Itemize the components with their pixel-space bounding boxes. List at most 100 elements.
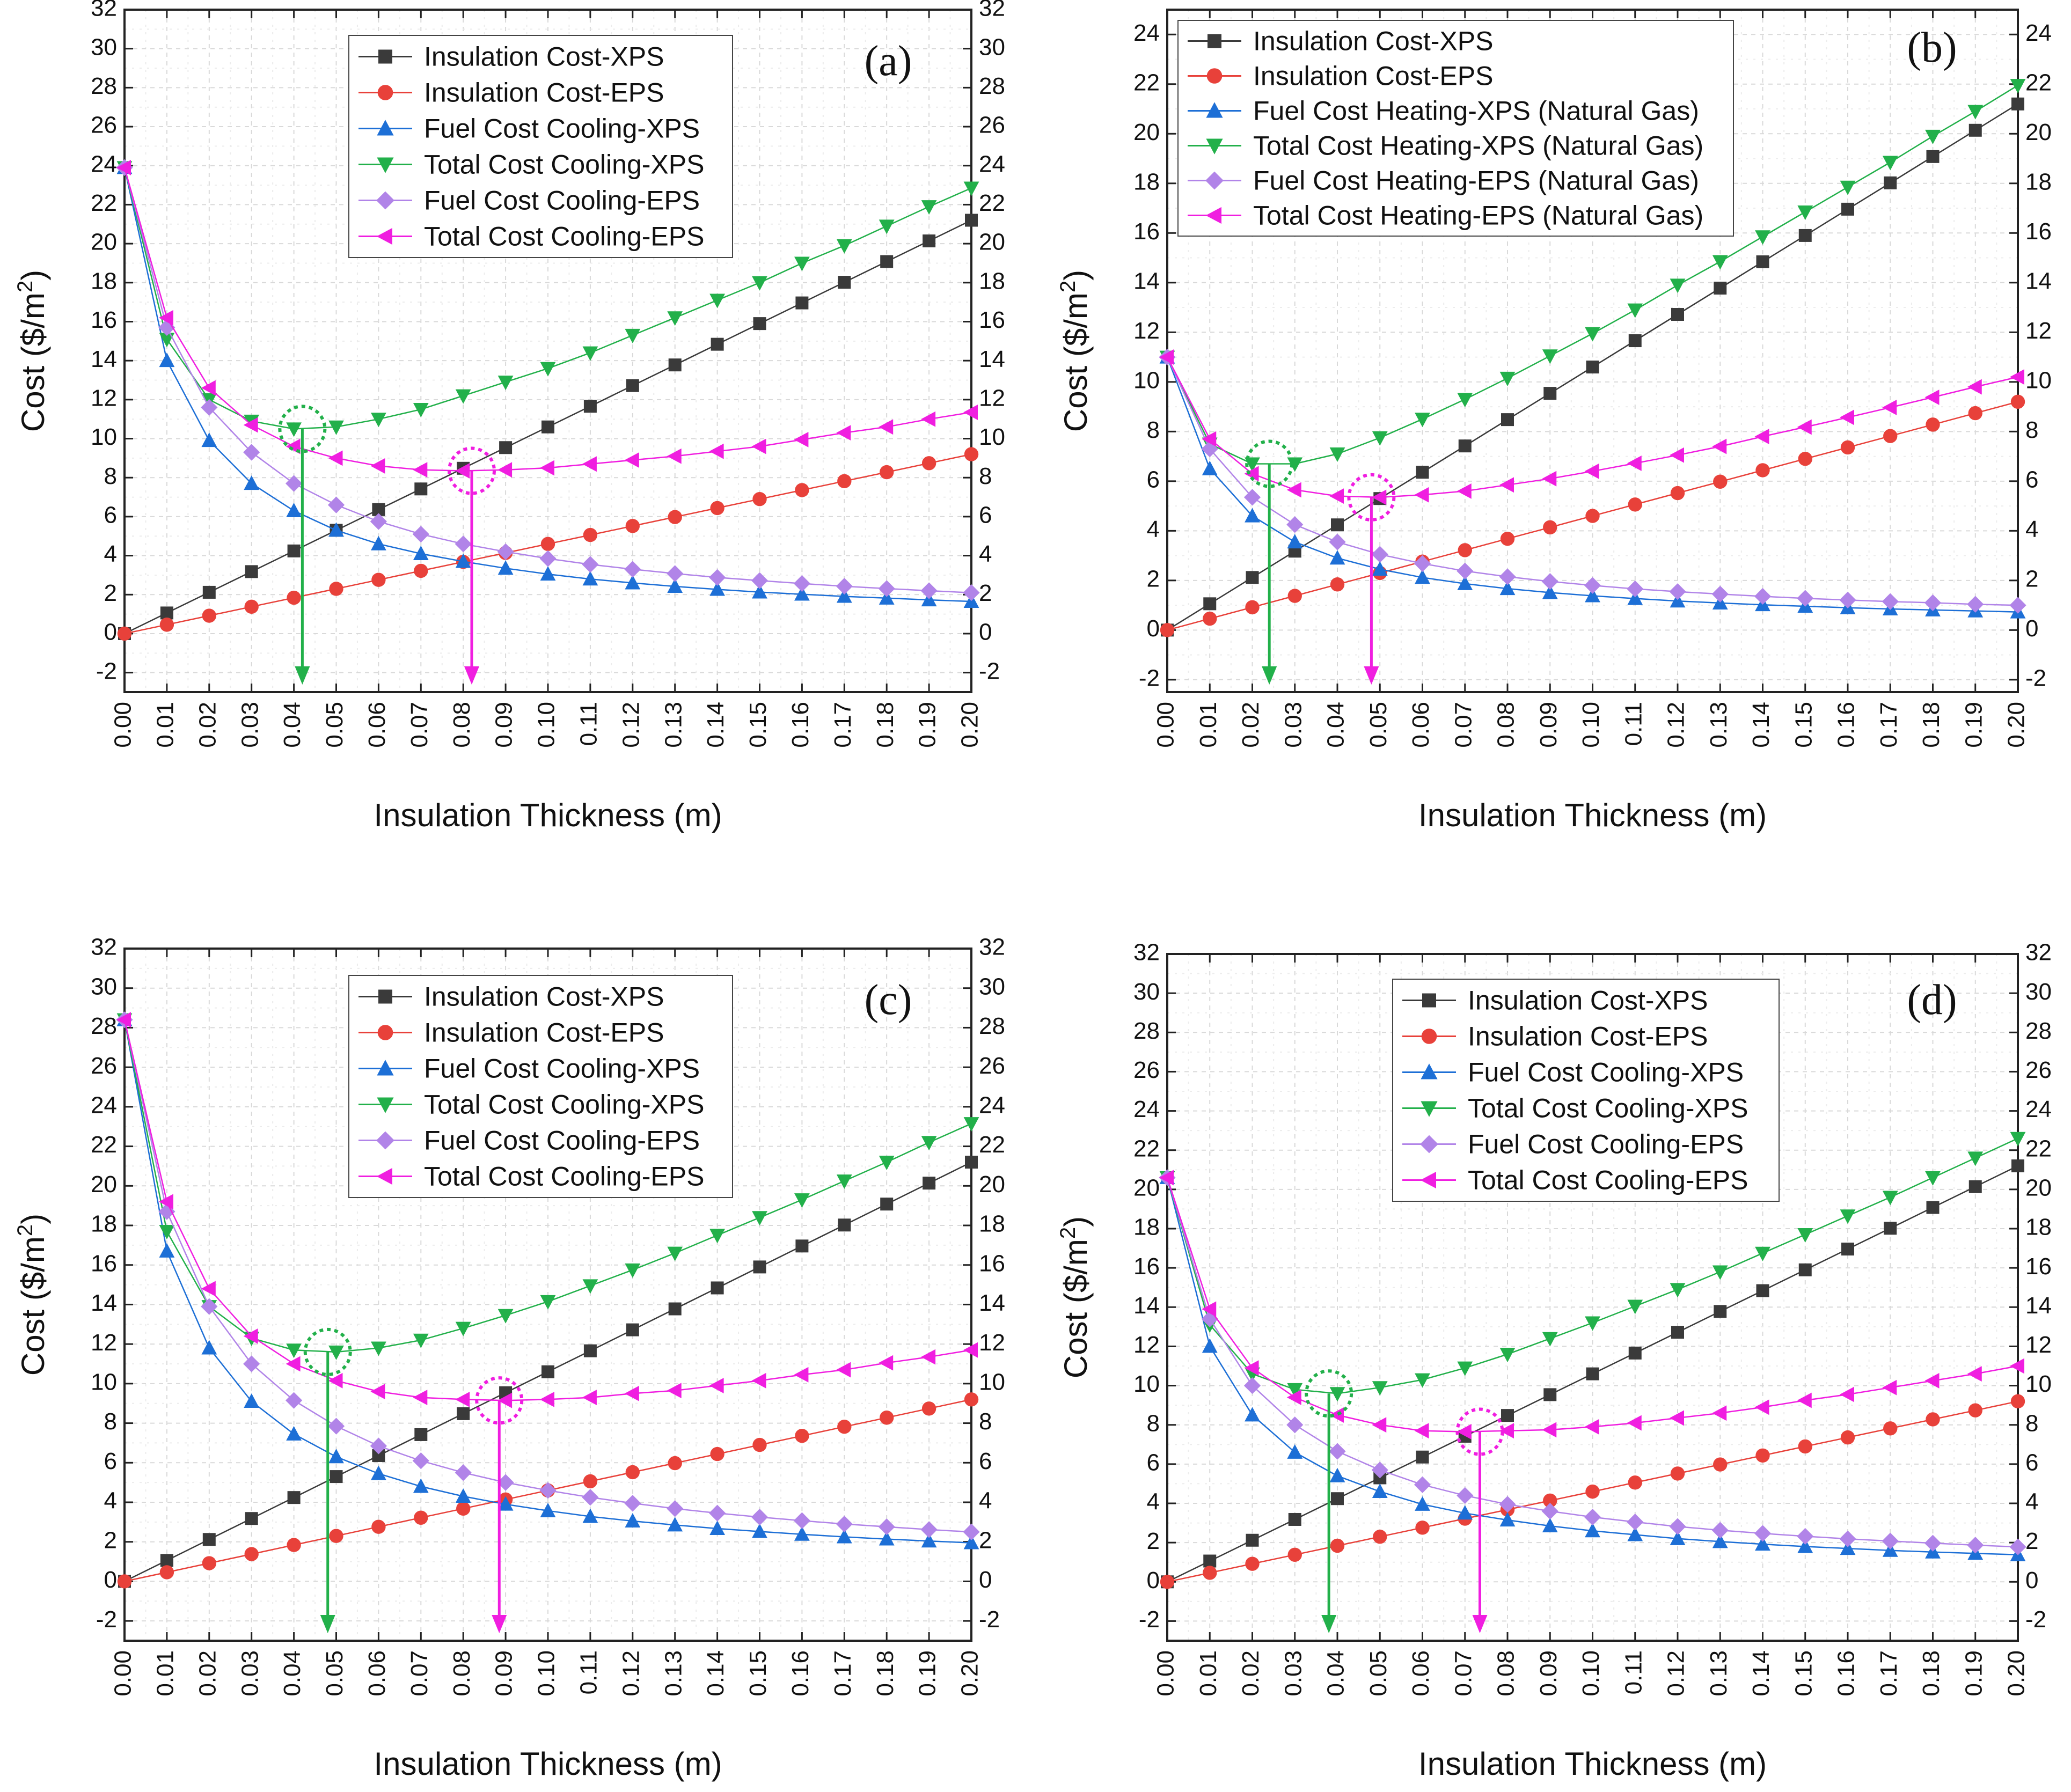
data-point xyxy=(1884,176,1897,189)
data-point xyxy=(1712,1533,1728,1548)
optimum-arrow-head xyxy=(1472,1615,1488,1633)
x-tick-label: 0.02 xyxy=(194,1650,221,1696)
legend-swatch-marker xyxy=(376,1167,392,1185)
y-tick-label-left: 16 xyxy=(91,307,117,333)
x-tick-label: 0.12 xyxy=(618,1650,644,1696)
y-tick-label-left: 26 xyxy=(1133,1057,1160,1083)
data-point xyxy=(1754,1399,1769,1415)
data-point xyxy=(878,1518,895,1536)
y-tick-label-right: 8 xyxy=(979,1408,992,1435)
data-point xyxy=(794,1193,810,1208)
data-point xyxy=(921,411,936,427)
data-point xyxy=(2011,97,2024,111)
data-point xyxy=(287,590,301,605)
data-point xyxy=(1329,1387,1345,1402)
data-point xyxy=(1968,1403,1982,1418)
data-point xyxy=(414,482,428,496)
data-point xyxy=(582,1489,599,1506)
data-point xyxy=(625,575,641,590)
data-point xyxy=(921,1349,936,1365)
data-point xyxy=(920,582,938,599)
legend-label: Total Cost Cooling-XPS xyxy=(424,150,704,180)
data-point xyxy=(1839,591,1856,608)
data-point xyxy=(1754,429,1769,444)
y-tick-label-left: 24 xyxy=(91,1092,117,1118)
x-tick-label: 0.18 xyxy=(872,702,898,748)
data-point xyxy=(1243,489,1261,506)
x-tick-label: 0.01 xyxy=(1195,1650,1221,1696)
data-point xyxy=(1712,438,1727,454)
data-point xyxy=(1711,1522,1729,1539)
x-tick-label: 0.12 xyxy=(618,702,644,748)
data-point xyxy=(1286,482,1301,498)
data-point xyxy=(1926,1412,1940,1427)
y-tick-label-right: 4 xyxy=(2025,516,2038,542)
data-point xyxy=(1415,1373,1430,1388)
panel-label: (a) xyxy=(865,38,912,85)
y-tick-label-right: 10 xyxy=(979,1369,1005,1395)
x-axis-title: Insulation Thickness (m) xyxy=(1418,797,1767,833)
data-point xyxy=(1329,550,1345,565)
y-tick-label-right: 28 xyxy=(2025,1018,2052,1044)
legend-swatch-marker xyxy=(1205,207,1221,224)
data-point xyxy=(413,1333,429,1348)
data-point xyxy=(751,572,769,589)
data-point xyxy=(159,1225,175,1240)
y-tick-label-left: 22 xyxy=(1133,69,1160,96)
data-point xyxy=(1798,452,1812,466)
x-tick-label: 0.15 xyxy=(1790,1650,1817,1696)
data-point xyxy=(921,456,936,471)
legend-label: Total Cost Cooling-EPS xyxy=(1468,1165,1748,1195)
data-point xyxy=(1798,1439,1812,1454)
x-tick-label: 0.20 xyxy=(2003,1650,2030,1696)
x-tick-label: 0.20 xyxy=(957,702,983,748)
y-tick-label-left: 6 xyxy=(104,502,117,528)
series-1 xyxy=(118,1156,978,1588)
data-point xyxy=(1671,1326,1684,1339)
y-tick-label-right: 0 xyxy=(2025,615,2038,642)
y-tick-label-right: 24 xyxy=(979,151,1005,177)
series-2 xyxy=(117,1392,979,1589)
y-tick-label-right: 22 xyxy=(2025,1135,2052,1162)
x-tick-label: 0.07 xyxy=(406,702,433,748)
series-6 xyxy=(1159,349,2024,505)
data-point xyxy=(497,543,514,560)
data-point xyxy=(837,1420,852,1434)
y-axis-title-text: Cost ($/m xyxy=(15,1236,51,1376)
data-point xyxy=(1967,379,1982,395)
data-point xyxy=(371,1465,386,1480)
data-point xyxy=(1755,1448,1770,1463)
data-point xyxy=(1159,1170,1174,1186)
data-point xyxy=(1967,596,1984,613)
y-axis-title-close: ) xyxy=(1058,270,1094,281)
data-point xyxy=(583,1474,598,1489)
data-point xyxy=(836,1174,852,1189)
data-point xyxy=(158,1194,173,1210)
legend-label: Total Cost Heating-EPS (Natural Gas) xyxy=(1253,201,1703,231)
y-tick-label-left: 20 xyxy=(1133,1174,1160,1201)
x-tick-label: 0.04 xyxy=(279,702,305,748)
data-point xyxy=(1243,1377,1261,1394)
y-tick-label-left: 28 xyxy=(91,1013,117,1039)
data-point xyxy=(287,544,301,557)
data-point xyxy=(1286,516,1304,533)
x-tick-label: 0.16 xyxy=(1833,1650,1860,1696)
y-tick-label-right: 30 xyxy=(979,34,1005,60)
x-tick-label: 0.05 xyxy=(1365,702,1392,748)
y-tick-label-left: 30 xyxy=(1133,979,1160,1005)
y-tick-label-right: 12 xyxy=(2025,1332,2052,1358)
data-point xyxy=(710,501,725,516)
data-point xyxy=(244,1547,259,1561)
y-tick-label-right: 32 xyxy=(2025,939,2052,966)
x-tick-label: 0.04 xyxy=(1323,1650,1349,1696)
legend-swatch-marker xyxy=(1421,1063,1438,1079)
data-point xyxy=(838,1218,851,1232)
data-point xyxy=(836,1362,851,1378)
y-axis-title-superscript: 2 xyxy=(13,281,37,292)
data-point xyxy=(879,1156,895,1171)
data-point xyxy=(330,1470,343,1483)
data-point xyxy=(879,590,895,605)
y-tick-label-left: 32 xyxy=(1133,939,1160,966)
y-tick-label-left: 0 xyxy=(1147,615,1160,642)
data-point xyxy=(286,1426,302,1441)
